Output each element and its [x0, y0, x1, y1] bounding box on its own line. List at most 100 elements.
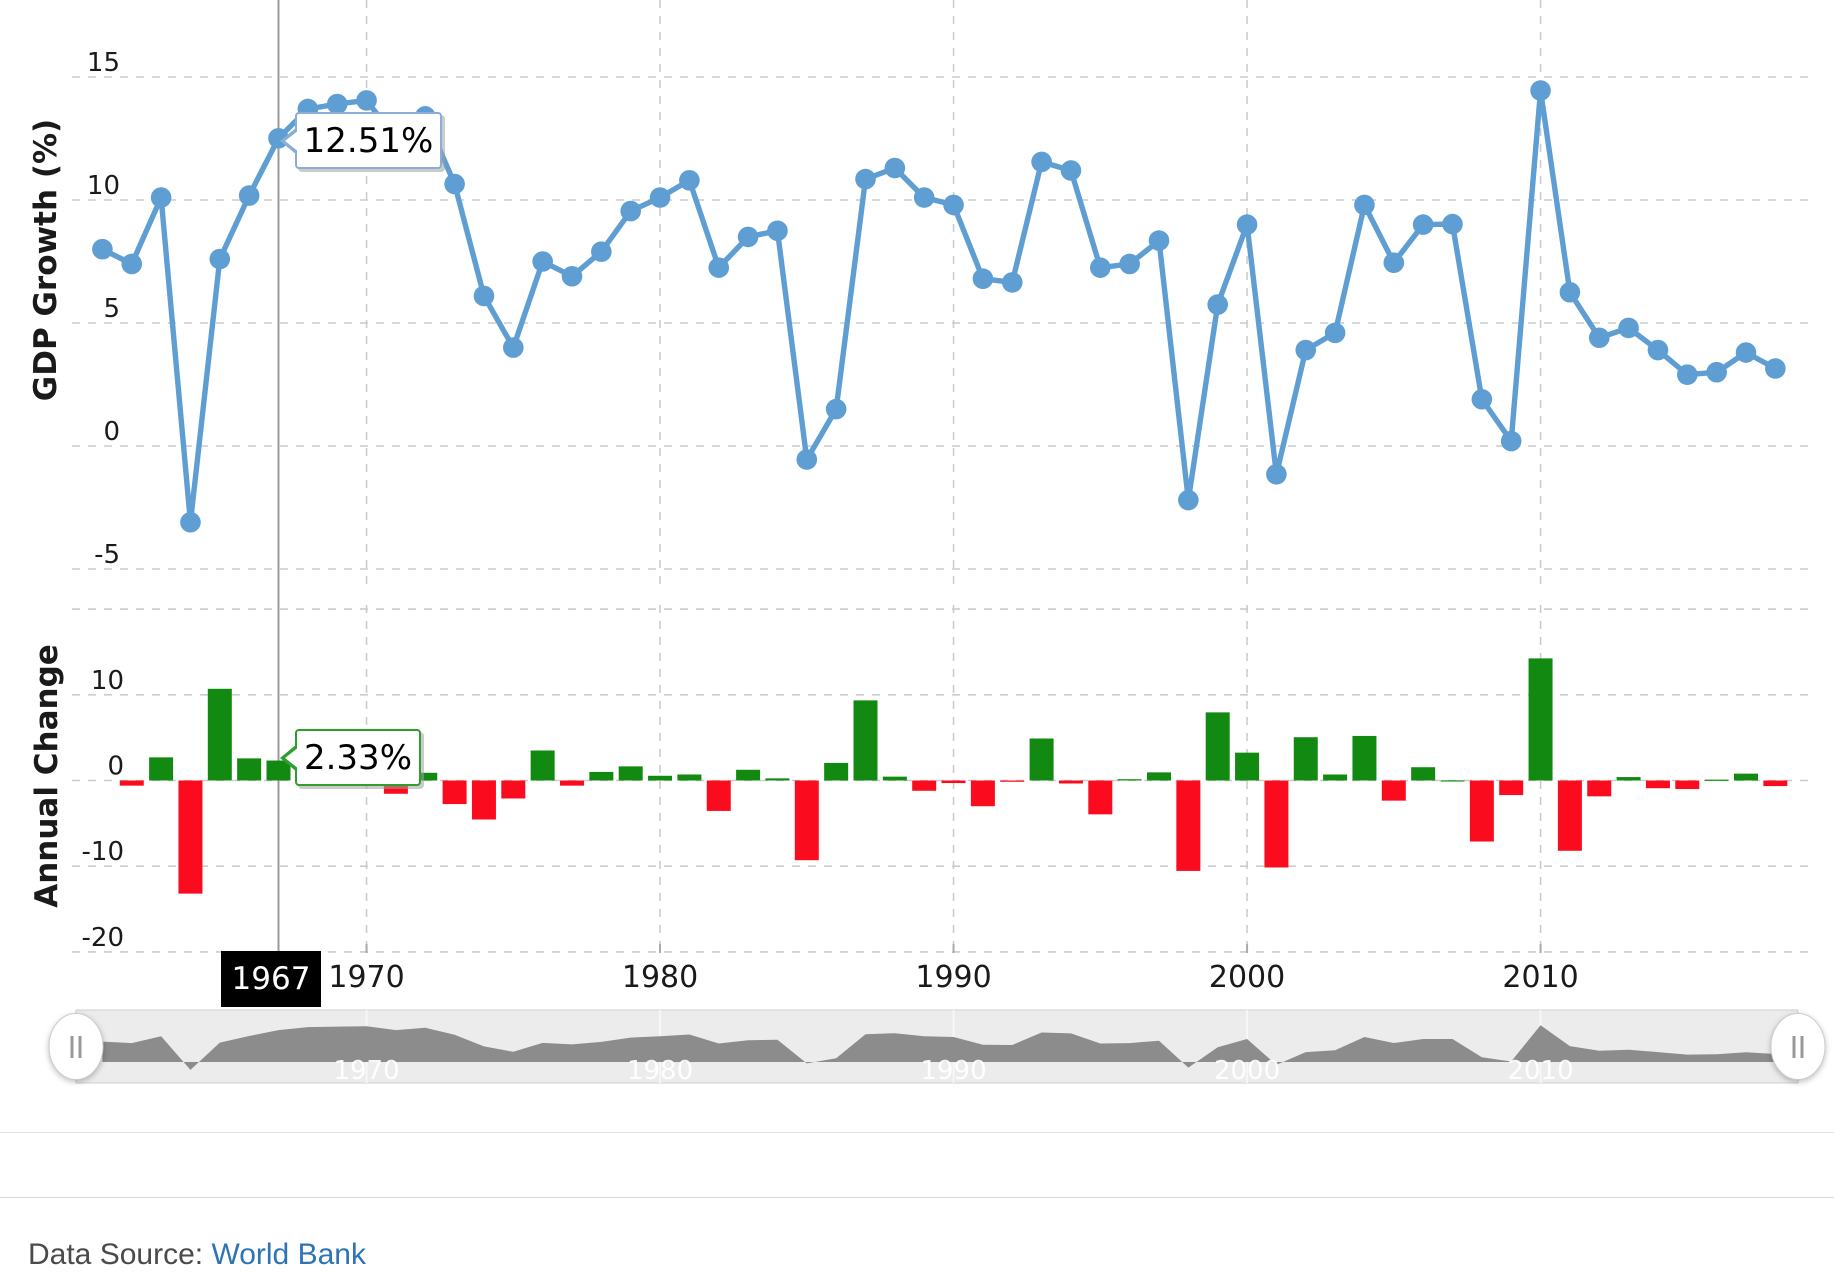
data-point-2011[interactable]: [1559, 281, 1581, 303]
data-point-1991[interactable]: [972, 268, 994, 290]
data-point-1974[interactable]: [473, 285, 495, 307]
data-point-1970[interactable]: [356, 90, 377, 111]
change-bar-2016[interactable]: [1704, 779, 1729, 781]
change-bar-1992[interactable]: [1000, 780, 1025, 782]
change-bar-2017[interactable]: [1734, 773, 1758, 781]
change-bar-2004[interactable]: [1352, 735, 1377, 781]
data-point-1962[interactable]: [121, 253, 143, 275]
change-bar-1998[interactable]: [1176, 780, 1201, 871]
change-bar-1986[interactable]: [824, 762, 849, 781]
change-bar-2018[interactable]: [1763, 780, 1788, 787]
change-bar-1962[interactable]: [119, 780, 144, 786]
change-bar-2007[interactable]: [1440, 780, 1465, 782]
data-point-2008[interactable]: [1471, 388, 1493, 410]
change-bar-1980[interactable]: [648, 775, 673, 781]
data-source-link[interactable]: World Bank: [211, 1238, 366, 1271]
data-point-1986[interactable]: [825, 398, 847, 420]
change-bar-2013[interactable]: [1616, 777, 1641, 781]
data-point-1989[interactable]: [913, 187, 935, 208]
data-point-1977[interactable]: [561, 265, 583, 287]
data-point-2003[interactable]: [1324, 322, 1346, 344]
change-bar-1995[interactable]: [1088, 780, 1113, 815]
data-point-2013[interactable]: [1618, 317, 1639, 339]
data-point-2006[interactable]: [1412, 214, 1434, 235]
data-point-2012[interactable]: [1588, 327, 1610, 349]
change-bar-1989[interactable]: [912, 780, 937, 791]
change-bar-2003[interactable]: [1323, 774, 1348, 781]
change-bar-1978[interactable]: [589, 771, 614, 781]
change-bar-1981[interactable]: [677, 774, 702, 781]
data-point-1992[interactable]: [1001, 272, 1023, 293]
data-point-1990[interactable]: [943, 194, 964, 216]
change-bar-2010[interactable]: [1528, 658, 1553, 781]
change-bar-1991[interactable]: [970, 780, 995, 807]
data-point-1978[interactable]: [591, 241, 612, 262]
change-bar-1988[interactable]: [882, 776, 907, 781]
change-bar-1977[interactable]: [560, 780, 584, 786]
change-bar-1983[interactable]: [736, 769, 761, 781]
change-bar-1973[interactable]: [442, 780, 467, 805]
data-point-1969[interactable]: [326, 93, 348, 115]
data-point-1999[interactable]: [1207, 294, 1228, 315]
data-point-2000[interactable]: [1236, 214, 1258, 235]
data-point-1988[interactable]: [884, 157, 906, 179]
data-point-1987[interactable]: [855, 168, 876, 190]
data-point-1966[interactable]: [238, 185, 260, 206]
change-bar-2001[interactable]: [1264, 780, 1289, 868]
data-point-1975[interactable]: [503, 337, 524, 358]
change-bar-2000[interactable]: [1235, 752, 1260, 781]
data-point-1964[interactable]: [180, 511, 201, 533]
change-bar-1982[interactable]: [706, 780, 731, 811]
data-point-1996[interactable]: [1119, 253, 1140, 275]
change-bar-1966[interactable]: [237, 758, 262, 781]
change-bar-1963[interactable]: [149, 757, 174, 781]
slider-handle-right[interactable]: [1770, 1013, 1826, 1080]
change-bar-1990[interactable]: [941, 780, 966, 784]
data-point-2014[interactable]: [1647, 339, 1669, 361]
change-bar-1984[interactable]: [765, 778, 790, 781]
change-bar-1994[interactable]: [1058, 780, 1083, 784]
data-point-1993[interactable]: [1031, 151, 1052, 173]
change-bar-2002[interactable]: [1293, 737, 1318, 781]
change-bar-2006[interactable]: [1411, 767, 1436, 781]
change-bar-2009[interactable]: [1499, 780, 1524, 796]
change-bar-1964[interactable]: [178, 780, 203, 894]
change-bar-2005[interactable]: [1381, 780, 1406, 801]
change-bar-2011[interactable]: [1557, 780, 1582, 851]
slider-handle-circle[interactable]: [1770, 1013, 1826, 1080]
change-bar-1965[interactable]: [207, 688, 232, 781]
change-bar-1999[interactable]: [1205, 712, 1230, 781]
data-point-2002[interactable]: [1295, 339, 1317, 361]
data-point-1997[interactable]: [1148, 230, 1170, 251]
slider-handle-circle[interactable]: [48, 1013, 104, 1080]
change-bar-1974[interactable]: [471, 780, 496, 820]
change-bar-2012[interactable]: [1587, 780, 1612, 797]
data-point-2015[interactable]: [1677, 364, 1698, 385]
data-point-2007[interactable]: [1442, 213, 1463, 235]
data-point-1994[interactable]: [1060, 160, 1082, 181]
data-point-1995[interactable]: [1090, 257, 1111, 278]
change-bar-2015[interactable]: [1675, 780, 1700, 790]
data-point-2004[interactable]: [1354, 194, 1375, 216]
change-bar-2008[interactable]: [1469, 780, 1494, 842]
change-bar-1975[interactable]: [501, 780, 526, 799]
data-point-1961[interactable]: [92, 238, 113, 260]
change-bar-2014[interactable]: [1645, 780, 1670, 789]
data-point-1963[interactable]: [150, 187, 172, 208]
change-bar-1972[interactable]: [413, 772, 438, 781]
data-point-1979[interactable]: [620, 200, 641, 222]
data-point-1981[interactable]: [679, 170, 700, 191]
data-point-1973[interactable]: [444, 173, 465, 195]
data-point-2016[interactable]: [1706, 361, 1727, 383]
data-point-2001[interactable]: [1266, 463, 1287, 485]
data-point-2018[interactable]: [1765, 358, 1786, 379]
data-point-2005[interactable]: [1383, 252, 1405, 274]
data-point-1965[interactable]: [209, 248, 231, 270]
data-point-1998[interactable]: [1178, 489, 1199, 511]
data-point-1985[interactable]: [796, 449, 818, 470]
data-point-1976[interactable]: [532, 251, 553, 272]
change-bar-1985[interactable]: [794, 780, 819, 861]
change-bar-1997[interactable]: [1147, 772, 1171, 781]
data-point-1982[interactable]: [708, 257, 730, 278]
change-bar-1987[interactable]: [853, 700, 878, 781]
